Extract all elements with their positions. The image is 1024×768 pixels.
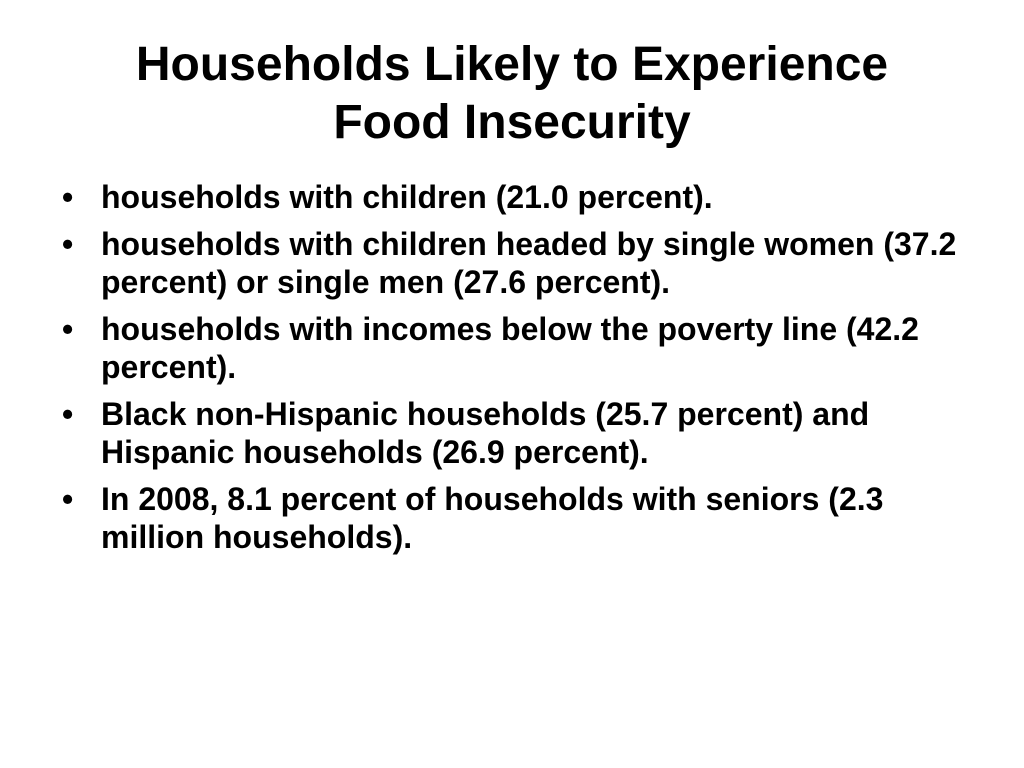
bullet-list: • households with children (21.0 percent…	[60, 178, 960, 565]
bullet-item-race-ethnicity: • Black non-Hispanic households (25.7 pe…	[60, 395, 960, 471]
bullet-item-single-parents: • households with children headed by sin…	[60, 225, 960, 301]
bullet-text: In 2008, 8.1 percent of households with …	[101, 481, 884, 555]
bullet-dot-icon: •	[62, 396, 74, 432]
bullet-dot-icon: •	[62, 179, 74, 215]
bullet-text: Black non-Hispanic households (25.7 perc…	[101, 396, 870, 470]
bullet-dot-icon: •	[62, 311, 74, 347]
bullet-item-poverty-line: • households with incomes below the pove…	[60, 310, 960, 386]
bullet-text: households with children headed by singl…	[101, 226, 957, 300]
bullet-dot-icon: •	[62, 481, 74, 517]
bullet-text: households with incomes below the povert…	[101, 311, 919, 385]
bullet-item-seniors: • In 2008, 8.1 percent of households wit…	[60, 480, 960, 556]
slide-title: Households Likely to Experience Food Ins…	[40, 36, 984, 152]
bullet-item-children: • households with children (21.0 percent…	[60, 178, 960, 216]
bullet-dot-icon: •	[62, 226, 74, 262]
slide-title-line-2: Food Insecurity	[333, 96, 691, 149]
slide-title-line-1: Households Likely to Experience	[135, 38, 889, 91]
bullet-text: households with children (21.0 percent).	[101, 179, 713, 215]
